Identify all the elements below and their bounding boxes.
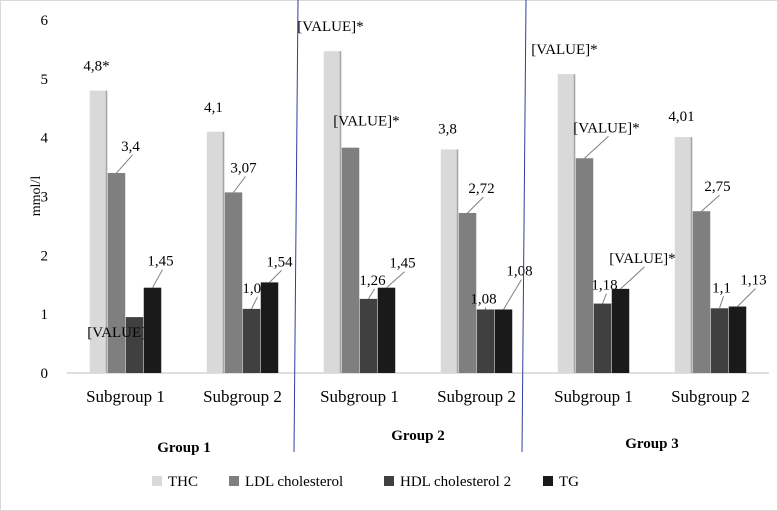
bar [125, 317, 144, 373]
bar [143, 287, 162, 373]
bar [260, 282, 279, 373]
y-tick-label: 5 [41, 72, 49, 88]
bar [107, 172, 126, 373]
legend-swatch [152, 476, 162, 486]
bar [710, 308, 729, 373]
bar-edge [222, 131, 225, 373]
leader-line [269, 270, 282, 283]
data-label: 1,13 [740, 273, 766, 289]
group-divider [293, 0, 299, 453]
leader-line [386, 271, 405, 289]
leader-line [620, 266, 645, 290]
legend-swatch [229, 476, 239, 486]
data-label: 1,45 [389, 256, 415, 272]
data-label: [VALUE]* [573, 120, 639, 136]
data-label: [VALUE]* [87, 325, 153, 341]
legend-swatch [543, 476, 553, 486]
group-label: Group 2 [391, 428, 445, 444]
category-label: Subgroup 1 [554, 387, 633, 406]
bar [728, 306, 747, 373]
bar [440, 149, 459, 373]
bar [359, 298, 378, 373]
data-label: 1,26 [359, 273, 386, 289]
group-label: Group 3 [625, 436, 679, 452]
leader-line [233, 176, 246, 193]
legend-label: HDL cholesterol 2 [400, 474, 511, 490]
leader-line [368, 288, 375, 300]
bar [224, 192, 243, 373]
group-divider [521, 0, 527, 453]
data-label: [VALUE]* [609, 251, 675, 267]
data-label: 4,1 [204, 100, 223, 116]
y-tick-label: 6 [41, 13, 49, 29]
y-axis-label: mmol/l [29, 176, 44, 217]
leader-line [503, 279, 522, 310]
category-label: Subgroup 1 [320, 387, 399, 406]
bar [242, 308, 261, 373]
bar [377, 287, 396, 373]
bar [89, 90, 108, 373]
leader-line [152, 269, 163, 288]
data-label: 3,07 [230, 160, 257, 176]
bar [557, 74, 576, 374]
bar [341, 147, 360, 373]
bar [476, 309, 495, 373]
category-label: Subgroup 1 [86, 387, 165, 406]
bar [593, 303, 612, 373]
data-label: [VALUE]* [297, 19, 363, 35]
legend-label: THC [168, 474, 198, 490]
legend-label: TG [559, 474, 579, 490]
bar [692, 211, 711, 373]
bar [323, 51, 342, 373]
y-tick-label: 3 [41, 190, 49, 206]
category-label: Subgroup 2 [203, 387, 282, 406]
bar [458, 212, 477, 373]
bar-edge [573, 74, 576, 374]
bar [611, 288, 630, 373]
data-label: [VALUE]* [333, 114, 399, 130]
legend-swatch [384, 476, 394, 486]
y-tick-label: 2 [41, 248, 49, 264]
data-label: 1,54 [266, 254, 293, 270]
group-label: Group 1 [157, 440, 211, 456]
data-label: 4,8* [83, 59, 109, 75]
data-label: 1,18 [591, 278, 617, 294]
data-label: 4,01 [668, 109, 694, 125]
leader-line [701, 194, 720, 212]
leader-line [251, 296, 258, 310]
data-label: 3,8 [438, 121, 457, 137]
bar [575, 158, 594, 373]
y-tick-label: 1 [41, 307, 49, 323]
data-label: 2,75 [704, 179, 730, 195]
leader-line [737, 288, 756, 307]
data-label: 1,08 [506, 263, 532, 279]
leader-line [584, 135, 609, 159]
data-label: 2,72 [468, 181, 494, 197]
data-label: 1,45 [147, 254, 173, 270]
bar-edge [456, 149, 459, 373]
leader-line [602, 293, 607, 304]
bar [206, 131, 225, 373]
data-label: 1,08 [470, 291, 496, 307]
leader-line [467, 196, 484, 214]
bar-edge [690, 137, 693, 373]
bar-edge [105, 90, 108, 373]
leader-line [719, 296, 724, 309]
bar-edge [339, 51, 342, 373]
data-label: [VALUE]* [531, 42, 597, 58]
bar [674, 137, 693, 373]
bar [494, 309, 513, 373]
data-label: 1,1 [712, 280, 731, 296]
data-label: 3,4 [121, 139, 140, 155]
y-tick-label: 0 [41, 366, 49, 382]
leader-line [116, 154, 133, 174]
y-tick-label: 4 [41, 131, 49, 147]
legend-label: LDL cholesterol [245, 474, 343, 490]
category-label: Subgroup 2 [671, 387, 750, 406]
category-label: Subgroup 2 [437, 387, 516, 406]
